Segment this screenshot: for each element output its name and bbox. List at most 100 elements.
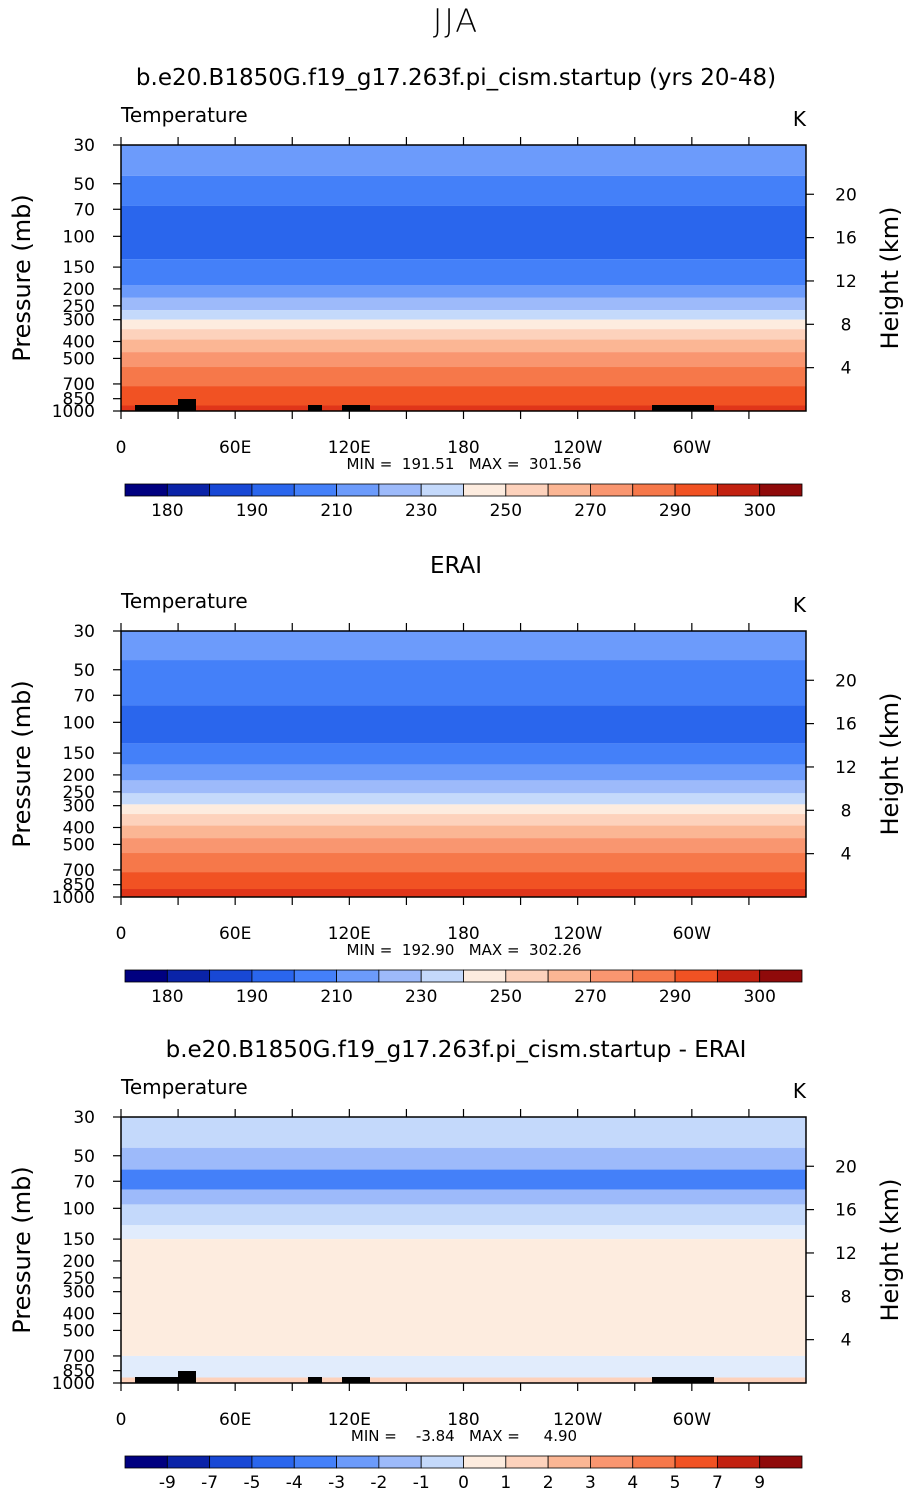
y-right-tick-label: 16 xyxy=(835,715,857,735)
colorbar-swatch xyxy=(505,483,549,497)
colorbar-swatch xyxy=(336,1455,380,1469)
colorbar-swatch xyxy=(378,969,422,983)
colorbar-swatch xyxy=(336,969,380,983)
x-tick-label: 120E xyxy=(328,438,371,458)
colorbar-label: -9 xyxy=(159,1473,176,1493)
contour-band xyxy=(121,405,806,411)
y-tick-label: 400 xyxy=(63,1304,95,1324)
colorbar-swatch xyxy=(674,483,718,497)
y-tick-label: 70 xyxy=(73,686,95,706)
colorbar-swatch xyxy=(420,483,464,497)
contour-band xyxy=(121,205,806,260)
colorbar-label: 250 xyxy=(490,501,522,521)
colorbar-swatch xyxy=(293,1455,337,1469)
colorbar-label: -1 xyxy=(413,1473,430,1493)
y-tick-label: 50 xyxy=(73,175,95,195)
colorbar-swatch xyxy=(251,1455,295,1469)
y-tick-label: 700 xyxy=(63,1347,95,1367)
colorbar-swatch xyxy=(632,1455,676,1469)
orography-mask xyxy=(342,405,370,411)
y-tick-label: 30 xyxy=(73,136,95,156)
colorbar-label: 180 xyxy=(151,501,183,521)
colorbar-swatch xyxy=(632,483,676,497)
orography-mask xyxy=(178,399,196,411)
y-tick-label: 200 xyxy=(63,1252,95,1272)
colorbar-label: -2 xyxy=(370,1473,387,1493)
y-right-tick-label: 16 xyxy=(835,229,857,249)
contour-band xyxy=(121,1204,806,1226)
colorbar-swatch xyxy=(505,969,549,983)
field-label: Temperature xyxy=(120,589,248,613)
colorbar-swatch xyxy=(590,969,634,983)
colorbar-swatch xyxy=(420,1455,464,1469)
contour-band xyxy=(121,660,806,706)
x-tick-label: 120W xyxy=(553,1410,602,1430)
x-tick-label: 120E xyxy=(328,924,371,944)
contour-band xyxy=(121,825,806,839)
colorbar-label: -4 xyxy=(286,1473,303,1493)
colorbar-swatch xyxy=(759,1455,803,1469)
y-right-tick-label: 12 xyxy=(835,1244,857,1264)
orography-mask xyxy=(652,405,714,411)
colorbar-label: -5 xyxy=(243,1473,260,1493)
y-tick-label: 400 xyxy=(63,332,95,352)
chart-panel-1: b.e20.B1850G.f19_g17.263f.pi_cism.startu… xyxy=(8,65,904,521)
contour-band xyxy=(121,1355,806,1378)
y-right-tick-label: 8 xyxy=(841,1287,852,1307)
y-right-tick-label: 20 xyxy=(835,671,857,691)
x-tick-label: 180 xyxy=(447,1410,479,1430)
colorbar-swatch xyxy=(293,483,337,497)
orography-mask xyxy=(135,405,180,411)
contour-band xyxy=(121,853,806,873)
colorbar-swatch xyxy=(166,483,211,497)
colorbar-label: 210 xyxy=(320,501,352,521)
colorbar-swatch xyxy=(293,969,337,983)
colorbar-swatch xyxy=(378,1455,422,1469)
colorbar-label: 190 xyxy=(236,987,268,1007)
colorbar-swatch xyxy=(209,1455,253,1469)
orography-mask xyxy=(178,1371,196,1383)
colorbar-label: 230 xyxy=(405,987,437,1007)
contour-band xyxy=(121,297,806,311)
y-tick-label: 50 xyxy=(73,1147,95,1167)
x-tick-label: 60W xyxy=(673,1410,712,1430)
y-tick-label: 400 xyxy=(63,818,95,838)
y-right-tick-label: 16 xyxy=(835,1201,857,1221)
y-right-tick-label: 8 xyxy=(841,315,852,335)
colorbar-label: -7 xyxy=(201,1473,218,1493)
colorbar-swatch xyxy=(632,969,676,983)
colorbar-swatch xyxy=(124,969,168,983)
y-right-tick-label: 4 xyxy=(841,359,852,379)
y-tick-label: 250 xyxy=(63,297,95,317)
colorbar-swatch xyxy=(716,1455,761,1469)
x-tick-label: 60E xyxy=(219,924,251,944)
field-label: Temperature xyxy=(120,103,248,127)
colorbar-label: 190 xyxy=(236,501,268,521)
orography-mask xyxy=(652,1377,714,1383)
colorbar-label: 3 xyxy=(585,1473,596,1493)
colorbar-swatch xyxy=(420,969,464,983)
y-right-tick-label: 12 xyxy=(835,272,857,292)
x-tick-label: 60W xyxy=(673,438,712,458)
y-tick-label: 850 xyxy=(63,876,95,896)
y-tick-label: 200 xyxy=(63,280,95,300)
colorbar-swatch xyxy=(166,969,211,983)
y-right-tick-label: 20 xyxy=(835,185,857,205)
y-tick-label: 500 xyxy=(63,349,95,369)
colorbar-label: 210 xyxy=(320,987,352,1007)
colorbar-swatch xyxy=(759,969,803,983)
x-tick-label: 60E xyxy=(219,1410,251,1430)
colorbar-label: 270 xyxy=(574,501,606,521)
contour-band xyxy=(121,889,806,897)
min-max-label: MIN = 192.90 MAX = 302.26 xyxy=(346,941,581,959)
y-tick-label: 50 xyxy=(73,661,95,681)
x-tick-label: 120W xyxy=(553,924,602,944)
y-tick-label: 850 xyxy=(63,1362,95,1382)
contour-band xyxy=(121,631,806,661)
colorbar-swatch xyxy=(251,969,295,983)
x-tick-label: 0 xyxy=(116,924,127,944)
contour-band xyxy=(121,329,806,340)
y-right-tick-label: 8 xyxy=(841,801,852,821)
y-tick-label: 500 xyxy=(63,1321,95,1341)
